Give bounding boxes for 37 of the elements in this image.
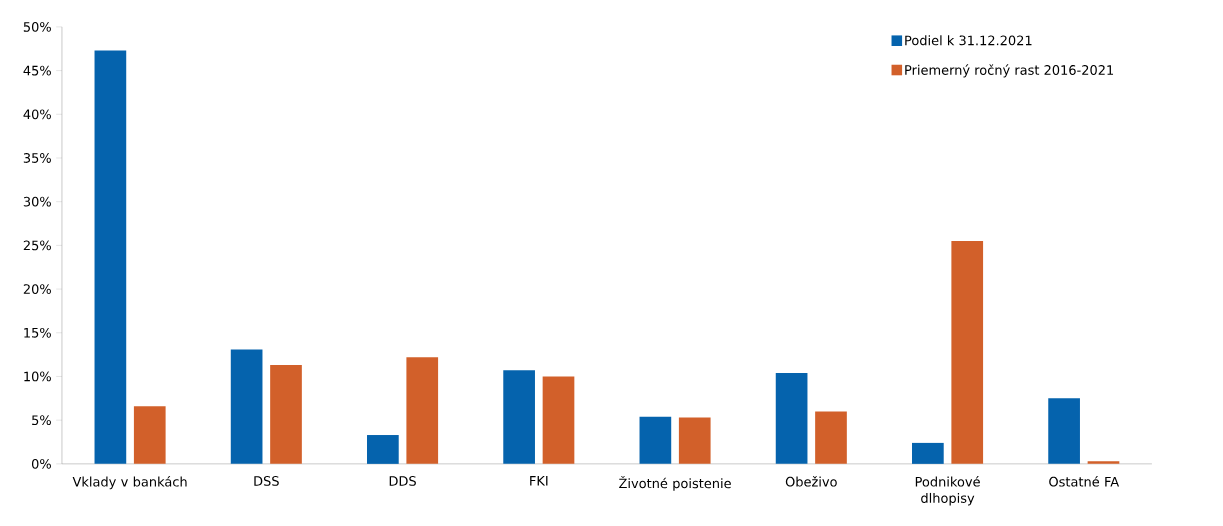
x-tick-label: FKI [530, 475, 548, 486]
x-tick-label: Ostatné FA [1049, 475, 1120, 487]
bar [94, 50, 127, 464]
bar [270, 364, 302, 464]
bar [230, 349, 263, 464]
bar [133, 406, 166, 464]
y-tick-label: 5% [32, 415, 51, 425]
y-tick-label: 10% [24, 371, 51, 382]
bar [406, 357, 439, 464]
bar [951, 240, 984, 464]
y-tick-label: 45% [23, 65, 51, 76]
y-tick-label: 50% [23, 21, 51, 32]
legend-label: Priemerný ročný rast 2016-2021 [905, 64, 1114, 78]
bar [912, 442, 944, 464]
bar [815, 411, 847, 464]
x-tick-label: Životné poistenie [619, 475, 731, 491]
legend-label: Podiel k 31.12.2021 [905, 35, 1032, 46]
bar [367, 434, 399, 464]
bar [1087, 461, 1120, 464]
y-tick-label: 20% [23, 284, 51, 294]
y-tick-label: 35% [23, 152, 51, 163]
y-tick-label: 15% [24, 327, 51, 338]
bar [503, 370, 535, 464]
y-tick-label: 30% [23, 196, 51, 207]
y-tick-label: 0% [31, 458, 51, 469]
x-tick-label: DSS [254, 475, 279, 486]
bar [678, 417, 711, 464]
x-tick-label: Vklady v bankách [72, 475, 187, 489]
bar [639, 416, 672, 464]
x-tick-label: Podnikové dlhopisy [915, 475, 980, 506]
y-tick-label: 25% [23, 240, 51, 251]
bar [1048, 398, 1080, 464]
bar [542, 376, 575, 464]
y-tick-label: 40% [23, 109, 51, 120]
x-tick-label: DDS [389, 475, 416, 486]
x-tick-label: Obeživo [785, 475, 837, 487]
bar [775, 372, 808, 464]
